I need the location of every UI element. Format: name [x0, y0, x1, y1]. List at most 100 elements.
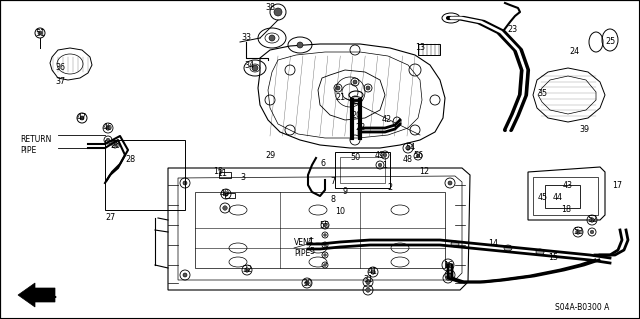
Circle shape [183, 273, 187, 277]
Circle shape [365, 288, 371, 292]
Text: 40: 40 [220, 189, 230, 198]
Text: 54: 54 [405, 144, 415, 152]
Circle shape [106, 126, 110, 130]
Circle shape [114, 144, 116, 146]
Text: 24: 24 [569, 47, 579, 56]
Text: 49: 49 [375, 151, 385, 160]
Text: 15: 15 [548, 254, 558, 263]
Circle shape [324, 254, 326, 256]
Ellipse shape [451, 241, 459, 247]
Text: 51: 51 [35, 28, 45, 38]
Text: 18: 18 [561, 205, 571, 214]
Text: 43: 43 [563, 181, 573, 189]
Circle shape [324, 263, 326, 266]
Text: 41: 41 [368, 268, 378, 277]
Text: 2: 2 [387, 183, 392, 192]
Text: 50: 50 [350, 153, 360, 162]
Text: 16: 16 [443, 261, 453, 270]
Polygon shape [18, 283, 55, 307]
Text: 22: 22 [355, 123, 365, 132]
Text: 5: 5 [309, 248, 315, 256]
Circle shape [252, 65, 258, 71]
Circle shape [590, 230, 594, 234]
Text: 34: 34 [244, 61, 254, 70]
Text: 23: 23 [507, 26, 517, 34]
Text: 29: 29 [265, 151, 275, 160]
Text: 25: 25 [605, 38, 615, 47]
Circle shape [324, 234, 326, 236]
Circle shape [448, 181, 452, 185]
Circle shape [323, 223, 327, 227]
Text: 13: 13 [415, 43, 425, 53]
Circle shape [378, 163, 382, 167]
Text: 3: 3 [241, 174, 246, 182]
Text: VENT
PIPE: VENT PIPE [294, 238, 314, 258]
Text: 1: 1 [383, 160, 387, 169]
Text: 4: 4 [307, 236, 312, 246]
Text: 45: 45 [538, 194, 548, 203]
Text: 27: 27 [105, 213, 115, 222]
Circle shape [589, 218, 595, 222]
Circle shape [445, 262, 451, 268]
Circle shape [324, 244, 326, 246]
Text: 28: 28 [125, 155, 135, 165]
Text: 31: 31 [363, 275, 373, 284]
Text: 48: 48 [403, 155, 413, 165]
Circle shape [305, 281, 309, 285]
Circle shape [244, 268, 249, 272]
Text: 55: 55 [320, 220, 330, 229]
Circle shape [106, 138, 110, 142]
Ellipse shape [504, 245, 512, 251]
Text: 8: 8 [330, 196, 335, 204]
Text: 42: 42 [382, 115, 392, 124]
Text: 46: 46 [103, 123, 113, 132]
Circle shape [274, 8, 282, 16]
Text: S04A-B0300 A: S04A-B0300 A [555, 303, 609, 313]
Ellipse shape [536, 249, 544, 255]
Text: 17: 17 [612, 181, 622, 189]
Circle shape [269, 35, 275, 41]
Circle shape [383, 153, 387, 157]
Text: FR.: FR. [38, 290, 58, 300]
Text: 7: 7 [330, 177, 335, 187]
Text: 12: 12 [419, 167, 429, 176]
Circle shape [223, 206, 227, 210]
Text: 30: 30 [302, 278, 312, 287]
Text: 52: 52 [587, 216, 597, 225]
Circle shape [38, 31, 42, 35]
Circle shape [183, 181, 187, 185]
Circle shape [406, 146, 410, 150]
Circle shape [353, 80, 357, 84]
Text: 56: 56 [413, 152, 423, 160]
Circle shape [366, 86, 370, 90]
Text: 44: 44 [553, 194, 563, 203]
Circle shape [448, 273, 452, 277]
Circle shape [576, 230, 580, 234]
Text: 38: 38 [265, 4, 275, 12]
Circle shape [365, 280, 371, 284]
Circle shape [224, 192, 228, 196]
Circle shape [336, 86, 340, 90]
Circle shape [297, 42, 303, 48]
Text: 19: 19 [213, 167, 223, 176]
Text: 20: 20 [351, 110, 361, 120]
Text: 53: 53 [573, 227, 583, 236]
Text: 21: 21 [335, 93, 345, 101]
Text: 33: 33 [241, 33, 251, 42]
Circle shape [371, 270, 375, 274]
Text: 39: 39 [579, 125, 589, 135]
Text: 10: 10 [335, 207, 345, 217]
Text: 11: 11 [217, 168, 227, 177]
Circle shape [80, 116, 84, 120]
Text: 6: 6 [321, 160, 326, 168]
Text: 47: 47 [77, 114, 87, 122]
Ellipse shape [350, 97, 362, 103]
Text: 14: 14 [488, 240, 498, 249]
Circle shape [445, 276, 451, 280]
Text: RETURN
PIPE: RETURN PIPE [20, 135, 51, 155]
Text: 37: 37 [55, 78, 65, 86]
Circle shape [353, 98, 357, 102]
Text: 26: 26 [110, 140, 120, 150]
Text: 35: 35 [537, 90, 547, 99]
Text: 32: 32 [242, 265, 252, 275]
